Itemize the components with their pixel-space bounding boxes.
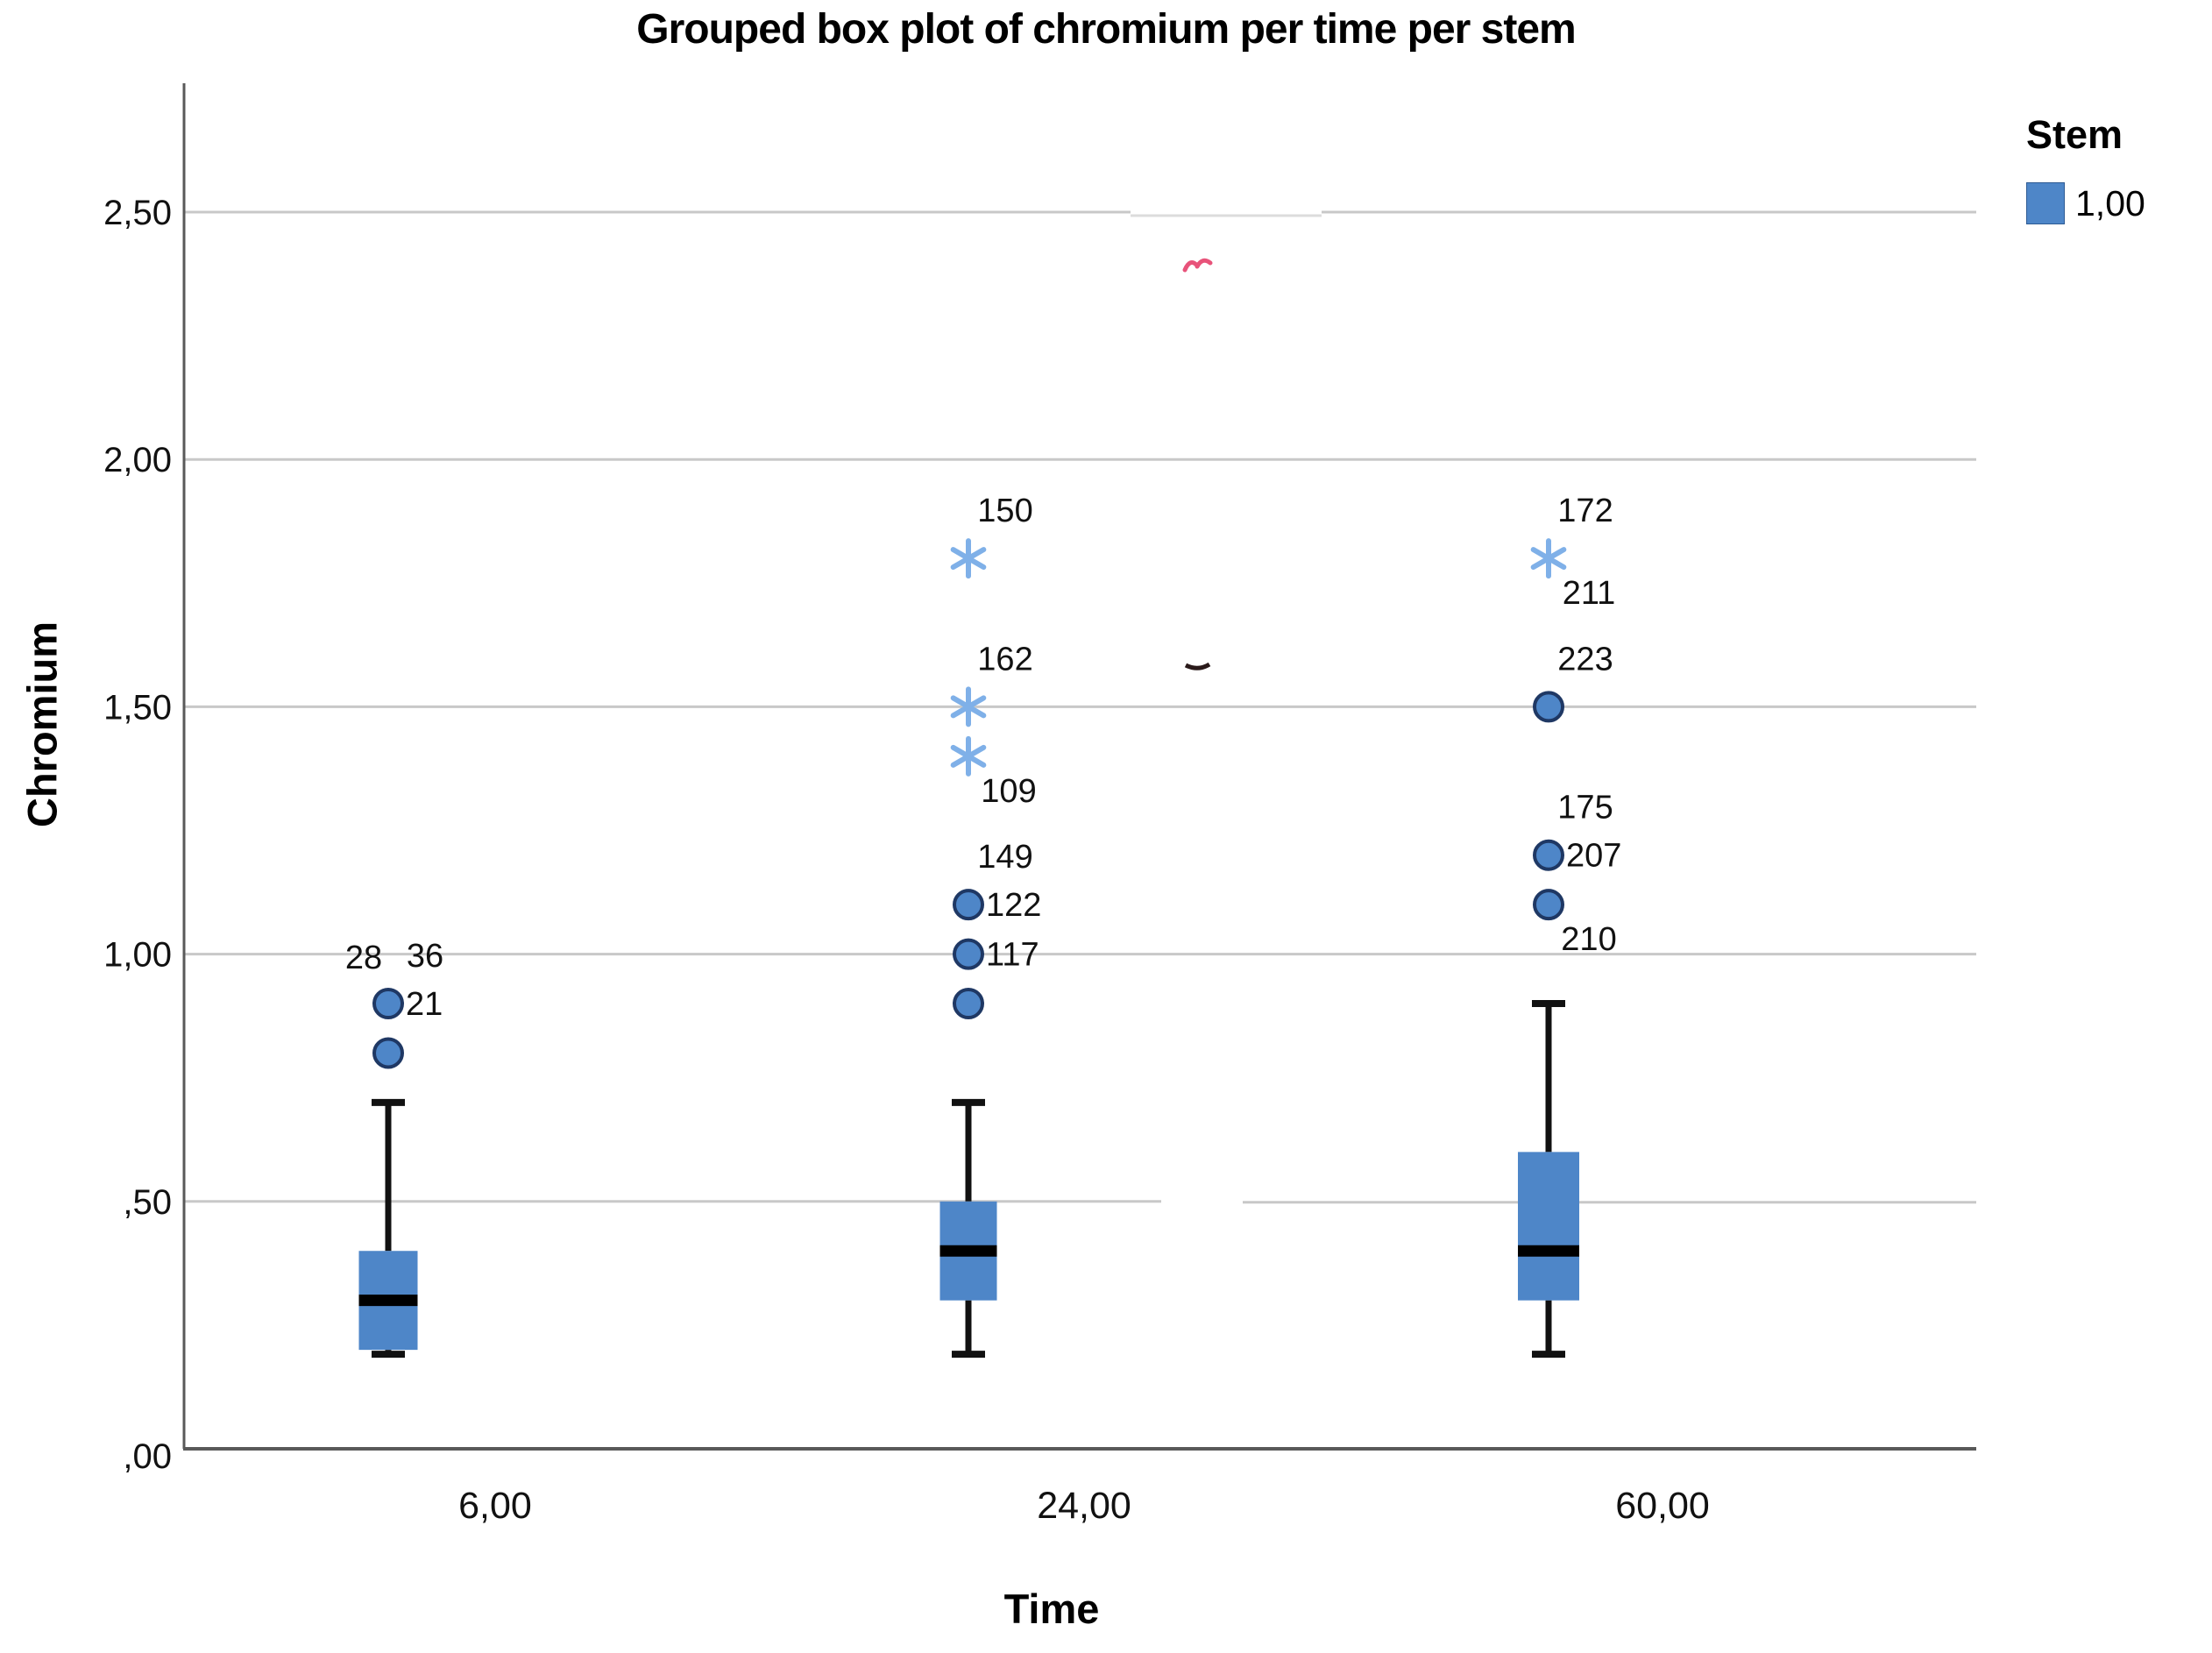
stitch-artifact-dash [1184, 662, 1211, 670]
outlier-case-label: 28 [345, 940, 382, 976]
x-tick-label: 24,00 [1037, 1485, 1131, 1527]
outlier-case-label: 207 [1566, 838, 1621, 875]
stitch-artifact-pink [1182, 258, 1213, 273]
legend-swatch [2026, 182, 2065, 224]
outlier-case-label: 223 [1557, 641, 1613, 678]
outlier-circle [953, 889, 984, 921]
box [1518, 1152, 1579, 1301]
legend-item: 1,00 [2026, 182, 2210, 224]
outlier-case-label: 210 [1561, 921, 1616, 958]
outlier-case-label: 36 [407, 938, 443, 975]
legend-item-label: 1,00 [2075, 182, 2145, 223]
extreme-asterisk [950, 695, 987, 719]
outlier-circle [1533, 839, 1564, 871]
x-axis-title: Time [1003, 1586, 1100, 1632]
outlier-circle [1533, 889, 1564, 921]
outlier-case-label: 162 [977, 641, 1032, 678]
chart-title: Grouped box plot of chromium per time pe… [636, 6, 1576, 53]
outlier-case-label: 21 [406, 986, 443, 1023]
outlier-circle [372, 988, 404, 1020]
extreme-asterisk [1530, 547, 1567, 571]
y-tick-label: 1,00 [103, 936, 172, 975]
outlier-case-label: 149 [977, 839, 1032, 876]
outlier-circle [953, 938, 984, 970]
outlier-circle [953, 988, 984, 1020]
outlier-case-label: 211 [1563, 575, 1616, 612]
extreme-asterisk [950, 547, 987, 571]
x-tick-label: 6,00 [458, 1485, 532, 1527]
outlier-case-label: 175 [1557, 790, 1613, 826]
outlier-case-label: 122 [986, 887, 1041, 924]
outlier-case-label: 109 [981, 773, 1036, 810]
y-tick-label: 1,50 [103, 688, 172, 727]
outlier-circle [372, 1037, 404, 1069]
outlier-case-label: 117 [986, 937, 1039, 974]
outlier-case-label: 150 [977, 493, 1032, 529]
outlier-case-label: 172 [1557, 493, 1613, 529]
y-tick-label: 2,00 [103, 441, 172, 479]
x-tick-label: 60,00 [1615, 1485, 1710, 1527]
y-tick-label: ,50 [123, 1183, 172, 1222]
legend-title: Stem [2026, 112, 2123, 157]
legend: Stem 1,00 [2026, 112, 2210, 224]
y-tick-label: 2,50 [103, 194, 172, 232]
extreme-asterisk [950, 744, 987, 768]
outlier-circle [1533, 691, 1564, 723]
y-tick-label: ,00 [123, 1437, 172, 1476]
